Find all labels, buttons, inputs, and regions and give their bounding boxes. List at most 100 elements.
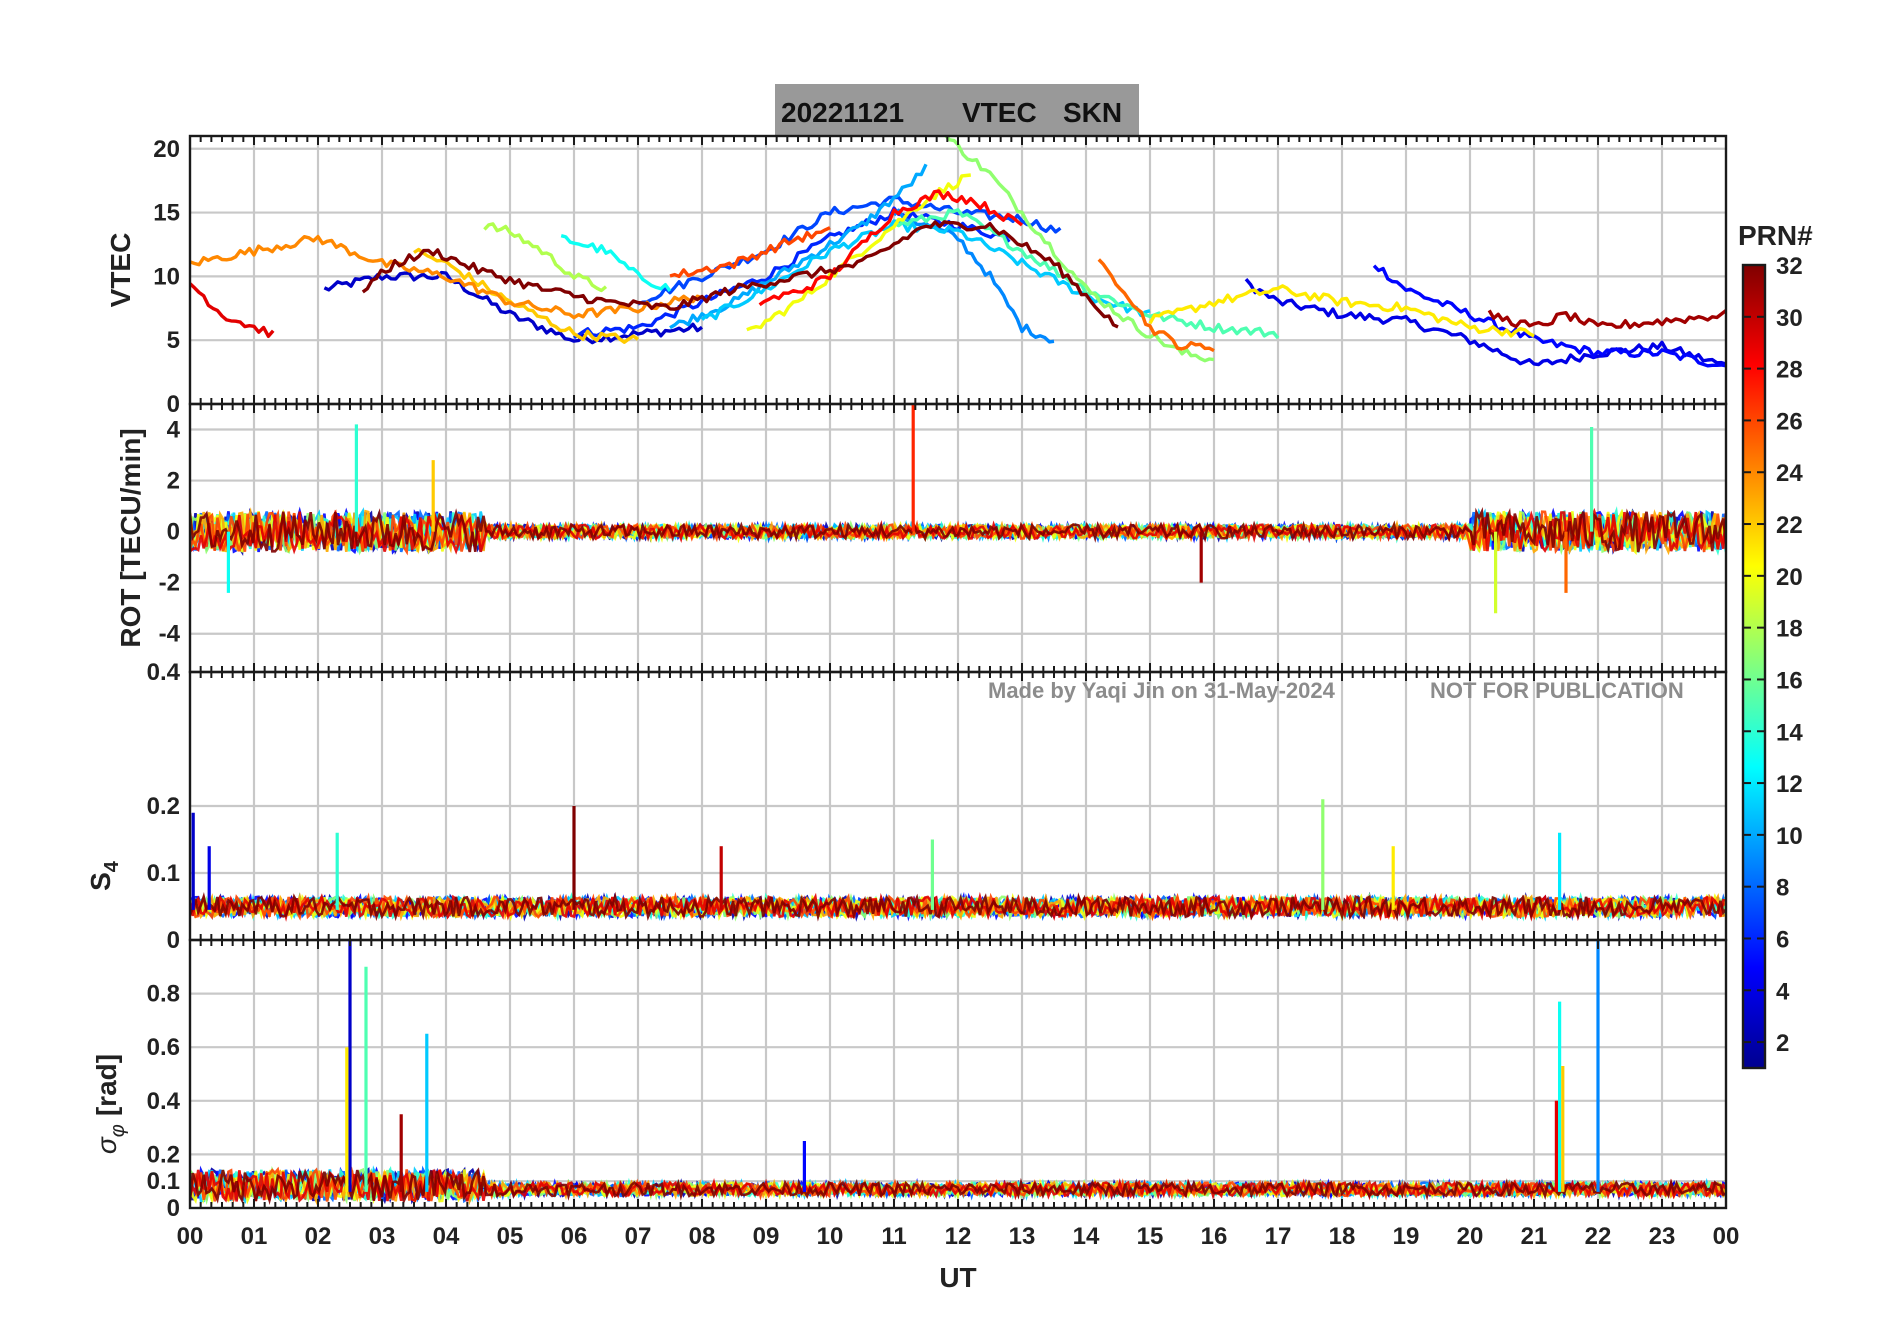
ytick-rot-0: -4 bbox=[159, 621, 181, 648]
colorbar-tick-2: 6 bbox=[1776, 926, 1789, 953]
colorbar-tick-0: 2 bbox=[1776, 1030, 1789, 1057]
vtec-line-prn-26 bbox=[669, 226, 831, 279]
x-axis-label: UT bbox=[939, 1262, 976, 1293]
ytick-s4-1: 0.1 bbox=[147, 860, 180, 887]
ytick-sigma_phi-2: 0.2 bbox=[147, 1141, 180, 1168]
xtick-16: 16 bbox=[1201, 1223, 1228, 1250]
xtick-11: 11 bbox=[881, 1223, 906, 1250]
colorbar-tick-5: 12 bbox=[1776, 771, 1803, 798]
vtec-line-prn-29 bbox=[190, 282, 275, 338]
x-tick-labels: 00 01 02 03 04 05 06 07 08 09 10 11 12 13 14 15 16 17 18 19… bbox=[177, 1223, 1740, 1250]
vtec-line-prn-9 bbox=[892, 208, 1055, 344]
xtick-18: 18 bbox=[1329, 1223, 1356, 1250]
colorbar-tick-8: 18 bbox=[1776, 616, 1803, 643]
colorbar-gradient bbox=[1741, 263, 1767, 1070]
vtec-line-prn-32 bbox=[361, 220, 1119, 329]
vtec-line-prn-10 bbox=[669, 163, 928, 330]
xtick-15: 15 bbox=[1137, 1223, 1164, 1250]
vtec-line-prn-18 bbox=[483, 222, 608, 293]
ytick-vtec-3: 15 bbox=[153, 200, 180, 227]
vtec-line-prn-28 bbox=[758, 189, 1024, 307]
colorbar-tick-15: 32 bbox=[1776, 253, 1803, 280]
ylabel-vtec: VTEC bbox=[105, 233, 136, 308]
colorbar-tick-13: 28 bbox=[1776, 357, 1803, 384]
title-station: SKN bbox=[1063, 97, 1122, 128]
ytick-sigma_phi-4: 0.6 bbox=[147, 1034, 180, 1061]
ytick-sigma_phi-3: 0.4 bbox=[147, 1088, 181, 1115]
colorbar-tick-1: 4 bbox=[1776, 978, 1790, 1005]
colorbar-tick-12: 26 bbox=[1776, 408, 1803, 435]
ytick-rot-1: -2 bbox=[159, 570, 180, 597]
colorbar-tick-4: 10 bbox=[1776, 823, 1803, 850]
vtec-line-prn-31 bbox=[1487, 309, 1726, 330]
vtec-line-prn-25 bbox=[1097, 258, 1215, 353]
xtick-17: 17 bbox=[1265, 1223, 1292, 1250]
panel-s4: 0 0.1 0.2 0.4 S4 bbox=[85, 659, 1728, 954]
xtick-4: 04 bbox=[433, 1223, 460, 1250]
colorbar-tick-7: 16 bbox=[1776, 667, 1803, 694]
xtick-19: 19 bbox=[1393, 1223, 1420, 1250]
xtick-3: 03 bbox=[369, 1223, 396, 1250]
xtick-8: 08 bbox=[689, 1223, 716, 1250]
ytick-rot-4: 4 bbox=[167, 417, 181, 444]
xtick-24: 00 bbox=[1713, 1223, 1740, 1250]
colorbar-tick-6: 14 bbox=[1776, 719, 1803, 746]
colorbar-tick-11: 24 bbox=[1776, 460, 1803, 487]
xtick-6: 06 bbox=[561, 1223, 588, 1250]
title-date: 20221121 bbox=[781, 97, 904, 128]
plot-area-rot bbox=[190, 404, 1726, 614]
xtick-0: 00 bbox=[177, 1223, 204, 1250]
ytick-sigma_phi-1: 0.1 bbox=[147, 1168, 180, 1195]
xtick-13: 13 bbox=[1009, 1223, 1036, 1250]
x-ticks-s4 bbox=[189, 672, 1727, 940]
colorbar-title: PRN# bbox=[1738, 220, 1813, 251]
title-quantity: VTEC bbox=[962, 97, 1037, 128]
colorbar-tick-3: 8 bbox=[1776, 875, 1789, 902]
xtick-23: 23 bbox=[1649, 1223, 1676, 1250]
s4-trace-prn-32 bbox=[190, 891, 1726, 922]
rot-trace-prn-32 bbox=[190, 506, 1726, 555]
panel-rot: -4 -2 0 2 4 ROT [TECU/min] bbox=[115, 402, 1728, 674]
xtick-7: 07 bbox=[625, 1223, 652, 1250]
watermark-made-by: Made by Yaqi Jin on 31-May-2024 bbox=[988, 678, 1336, 703]
vtec-line-prn-13 bbox=[560, 234, 672, 293]
xtick-21: 21 bbox=[1521, 1223, 1548, 1250]
panel-sigma_phi: 00.10.2 0.4 0.6 0.8 σφ[rad] bbox=[91, 938, 1728, 1222]
xtick-5: 05 bbox=[497, 1223, 524, 1250]
plot-area-sigma_phi bbox=[190, 940, 1726, 1206]
ytick-sigma_phi-5: 0.8 bbox=[147, 981, 180, 1008]
ytick-rot-2: 0 bbox=[167, 519, 180, 546]
xtick-10: 10 bbox=[817, 1223, 844, 1250]
vtec-line-prn-21 bbox=[1148, 284, 1535, 338]
xtick-14: 14 bbox=[1073, 1223, 1100, 1250]
ylabel-rot: ROT [TECU/min] bbox=[115, 428, 146, 647]
colorbar-tick-14: 30 bbox=[1776, 305, 1803, 332]
ytick-sigma_phi-0: 0 bbox=[167, 1195, 180, 1222]
sigma_phi-trace-prn-32 bbox=[190, 1167, 1726, 1206]
ytick-vtec-0: 0 bbox=[167, 391, 180, 418]
ytick-s4-2: 0.2 bbox=[147, 793, 180, 820]
ylabel-sigma_phi: σφ[rad] bbox=[91, 1054, 129, 1154]
vtec-line-prn-22 bbox=[413, 247, 639, 344]
ytick-s4-0: 0 bbox=[167, 927, 180, 954]
x-ticks-sigma_phi bbox=[189, 940, 1727, 1208]
vtec-line-prn-11 bbox=[700, 219, 1151, 321]
watermark-notice: NOT FOR PUBLICATION bbox=[1430, 678, 1684, 703]
xtick-12: 12 bbox=[945, 1223, 972, 1250]
xtick-1: 01 bbox=[241, 1223, 268, 1250]
vtec-line-prn-7 bbox=[637, 195, 1062, 306]
grid-sigma_phi bbox=[190, 940, 1726, 1208]
ytick-vtec-1: 5 bbox=[167, 327, 180, 354]
ytick-vtec-4: 20 bbox=[153, 136, 180, 163]
ytick-s4-3: 0.4 bbox=[147, 659, 181, 686]
ylabel-s4: S4 bbox=[85, 860, 123, 891]
vtec-line-prn-20 bbox=[746, 173, 971, 332]
vtec-line-prn-17 bbox=[943, 136, 1215, 363]
colorbar-tick-9: 20 bbox=[1776, 564, 1803, 591]
title-box: 20221121 VTEC SKN bbox=[775, 84, 1139, 136]
xtick-2: 02 bbox=[305, 1223, 332, 1250]
panel-vtec: 0 5 10 15 20 VTEC bbox=[105, 134, 1728, 418]
xtick-22: 22 bbox=[1585, 1223, 1612, 1250]
